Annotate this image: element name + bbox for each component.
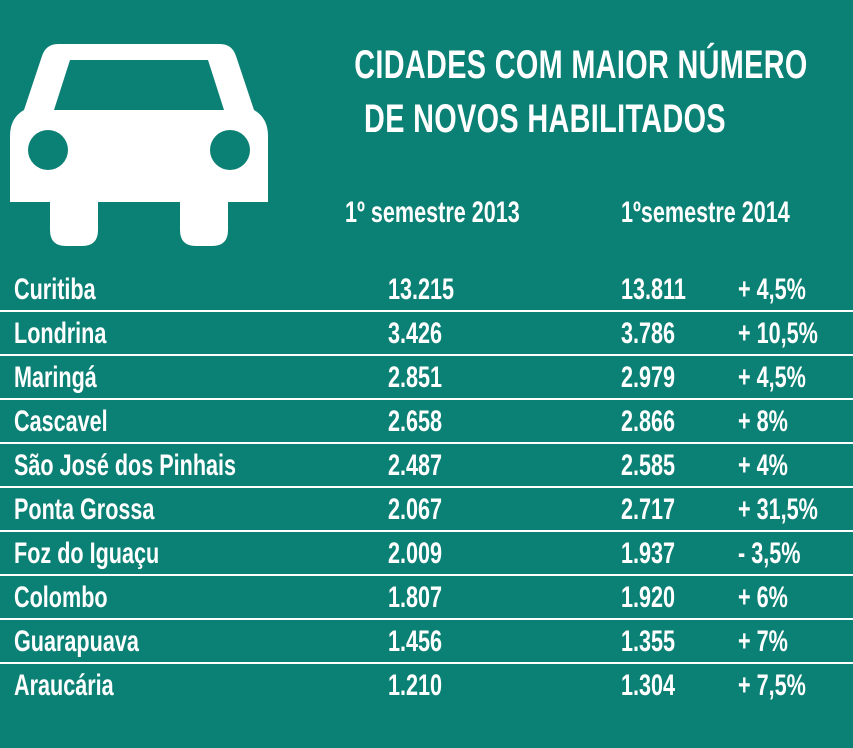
value-2014: 2.979 bbox=[621, 361, 676, 394]
table-row: Colombo 1.807 1.920 + 6% bbox=[0, 576, 853, 620]
value-2014: 2.717 bbox=[621, 493, 676, 526]
city-name: Cascavel bbox=[14, 405, 108, 438]
value-2013: 1.807 bbox=[388, 581, 443, 614]
value-2014: 13.811 bbox=[621, 273, 686, 306]
city-name: Ponta Grossa bbox=[14, 493, 155, 526]
value-2014: 3.786 bbox=[621, 317, 676, 350]
city-name: São José dos Pinhais bbox=[14, 449, 237, 482]
city-name: Maringá bbox=[14, 361, 97, 394]
change-percent: + 7% bbox=[738, 625, 788, 658]
chart-title: CIDADES COM MAIOR NÚMERO DE NOVOS HABILI… bbox=[354, 38, 808, 146]
city-name: Curitiba bbox=[14, 273, 96, 306]
table-row: Ponta Grossa 2.067 2.717 + 31,5% bbox=[0, 488, 853, 532]
table-row: Londrina 3.426 3.786 + 10,5% bbox=[0, 312, 853, 356]
change-percent: + 6% bbox=[738, 581, 788, 614]
value-2013: 2.851 bbox=[388, 361, 443, 394]
table-row: Araucária 1.210 1.304 + 7,5% bbox=[0, 664, 853, 708]
city-name: Londrina bbox=[14, 317, 107, 350]
table-row: Foz do Iguaçu 2.009 1.937 - 3,5% bbox=[0, 532, 853, 576]
change-percent: + 4,5% bbox=[738, 361, 806, 394]
value-2014: 1.355 bbox=[621, 625, 676, 658]
title-line-2: DE NOVOS HABILITADOS bbox=[364, 97, 726, 141]
value-2013: 1.210 bbox=[388, 669, 443, 702]
city-name: Foz do Iguaçu bbox=[14, 537, 160, 570]
city-name: Guarapuava bbox=[14, 625, 139, 658]
table-row: Guarapuava 1.456 1.355 + 7% bbox=[0, 620, 853, 664]
change-percent: + 10,5% bbox=[738, 317, 818, 350]
city-name: Colombo bbox=[14, 581, 108, 614]
value-2014: 2.866 bbox=[621, 405, 676, 438]
change-percent: + 4% bbox=[738, 449, 788, 482]
value-2014: 1.937 bbox=[621, 537, 676, 570]
car-icon bbox=[10, 44, 268, 246]
table-row: São José dos Pinhais 2.487 2.585 + 4% bbox=[0, 444, 853, 488]
change-percent: - 3,5% bbox=[738, 537, 801, 570]
value-2014: 2.585 bbox=[621, 449, 676, 482]
column-header-2014: 1ºsemestre 2014 bbox=[621, 196, 790, 229]
table-row: Maringá 2.851 2.979 + 4,5% bbox=[0, 356, 853, 400]
table-row: Cascavel 2.658 2.866 + 8% bbox=[0, 400, 853, 444]
value-2013: 2.009 bbox=[388, 537, 443, 570]
change-percent: + 4,5% bbox=[738, 273, 806, 306]
data-table: Curitiba 13.215 13.811 + 4,5% Londrina 3.426 3… bbox=[0, 268, 853, 708]
value-2013: 2.067 bbox=[388, 493, 443, 526]
change-percent: + 8% bbox=[738, 405, 788, 438]
value-2014: 1.304 bbox=[621, 669, 676, 702]
table-row: Curitiba 13.215 13.811 + 4,5% bbox=[0, 268, 853, 312]
change-percent: + 31,5% bbox=[738, 493, 818, 526]
value-2013: 2.487 bbox=[388, 449, 443, 482]
value-2013: 1.456 bbox=[388, 625, 443, 658]
title-line-1: CIDADES COM MAIOR NÚMERO bbox=[354, 43, 808, 87]
value-2013: 3.426 bbox=[388, 317, 443, 350]
change-percent: + 7,5% bbox=[738, 669, 806, 702]
column-header-2013: 1º semestre 2013 bbox=[345, 196, 520, 229]
value-2013: 13.215 bbox=[388, 273, 455, 306]
city-name: Araucária bbox=[14, 669, 114, 702]
value-2014: 1.920 bbox=[621, 581, 676, 614]
value-2013: 2.658 bbox=[388, 405, 443, 438]
